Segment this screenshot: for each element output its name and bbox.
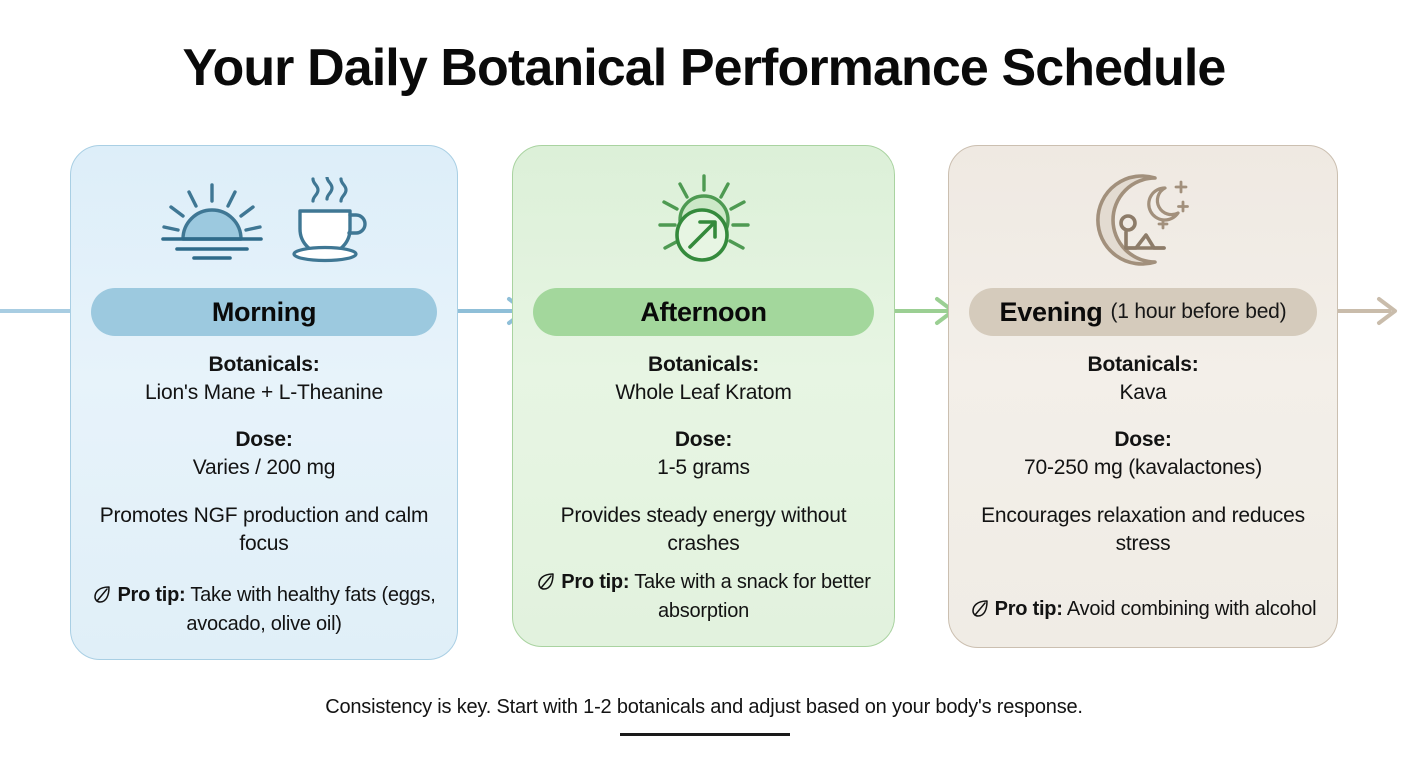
footer-note: Consistency is key. Start with 1-2 botan… xyxy=(325,696,1083,718)
leaf-icon xyxy=(536,571,556,598)
botanicals-label: Botanicals: xyxy=(1087,353,1199,376)
pro-tip-text: Take with a snack for better absorption xyxy=(634,571,871,622)
pro-tip-label: Pro tip: xyxy=(117,584,186,606)
benefit-text: Provides steady energy without crashes xyxy=(560,503,847,556)
sunrise-icon xyxy=(156,177,268,268)
botanicals-label: Botanicals: xyxy=(208,353,320,376)
botanicals-label: Botanicals: xyxy=(648,353,759,376)
botanicals-value: Kava xyxy=(1119,380,1167,404)
moon-sleep-stars-icon xyxy=(1093,172,1193,273)
card-body-afternoon: Botanicals: Whole Leaf Kratom Dose: 1-5 … xyxy=(527,351,880,559)
dose-value: Varies / 200 mg xyxy=(192,456,336,480)
card-body-evening: Botanicals: Kava Dose: 70-250 mg (kavala… xyxy=(963,351,1323,559)
card-pill-evening[interactable]: Evening (1 hour before bed) xyxy=(969,288,1317,336)
leaf-icon xyxy=(970,598,990,625)
dose-label: Dose: xyxy=(235,428,293,452)
card-body-morning: Botanicals: Lion's Mane + L-Theanine Dos… xyxy=(85,351,443,559)
card-subtitle-evening: (1 hour before bed) xyxy=(1110,300,1287,323)
botanicals-value: Whole Leaf Kratom xyxy=(615,380,792,404)
sun-arrow-up-icon xyxy=(652,172,756,273)
schedule-card-morning[interactable]: Morning Botanicals: Lion's Mane + L-Thea… xyxy=(70,145,458,660)
page-title: Your Daily Botanical Performance Schedul… xyxy=(182,39,1227,97)
botanicals-value: Lion's Mane + L-Theanine xyxy=(145,380,383,404)
footer-divider xyxy=(620,733,790,736)
card-title-morning: Morning xyxy=(211,296,317,327)
card-pill-afternoon[interactable]: Afternoon xyxy=(533,288,874,336)
pro-tip-text: Take with healthy fats (eggs, avocado, o… xyxy=(186,584,436,635)
pro-tip-afternoon: Pro tip: Take with a snack for better ab… xyxy=(531,569,876,624)
schedule-card-afternoon[interactable]: Afternoon Botanicals: Whole Leaf Kratom … xyxy=(512,145,895,647)
pro-tip-label: Pro tip: xyxy=(561,571,630,593)
dose-value: 70-250 mg (kavalactones) xyxy=(1024,456,1262,480)
benefit-text: Promotes NGF production and calm focus xyxy=(99,503,429,556)
afternoon-icon-group xyxy=(513,172,894,273)
flow-arrow-evening-exit xyxy=(1333,295,1408,327)
pro-tip-morning: Pro tip: Take with healthy fats (eggs, a… xyxy=(89,582,439,637)
pro-tip-label: Pro tip: xyxy=(994,598,1063,620)
card-title-afternoon: Afternoon xyxy=(640,296,767,327)
card-pill-morning[interactable]: Morning xyxy=(91,288,437,336)
leaf-icon xyxy=(92,584,112,611)
dose-label: Dose: xyxy=(1114,428,1172,452)
morning-icon-group xyxy=(71,174,457,270)
benefit-text: Encourages relaxation and reduces stress xyxy=(981,503,1305,556)
dose-value: 1-5 grams xyxy=(657,456,750,480)
schedule-card-evening[interactable]: Evening (1 hour before bed) Botanicals: … xyxy=(948,145,1338,648)
card-title-evening: Evening xyxy=(999,296,1103,327)
coffee-cup-icon xyxy=(286,174,372,268)
evening-icon-group xyxy=(949,172,1337,273)
dose-label: Dose: xyxy=(674,428,733,452)
pro-tip-text: Avoid combining with alcohol xyxy=(1066,598,1317,620)
pro-tip-evening: Pro tip: Avoid combining with alcohol xyxy=(967,596,1319,625)
